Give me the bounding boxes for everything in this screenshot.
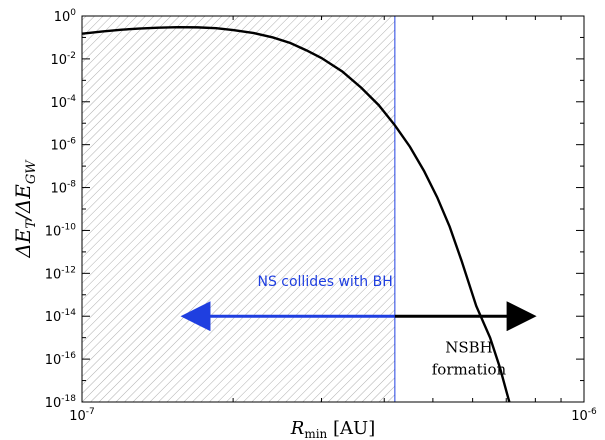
annotations: NS collides with BH NSBH formation (257, 274, 506, 378)
x-axis-label: Rmin [AU] (290, 418, 375, 440)
shaded-region (82, 16, 395, 402)
y-tick-labels: 100 10-2 10-4 10-6 10-8 10-10 10-12 10-14 10-16 1… (45, 8, 77, 411)
tick-marks (82, 15, 584, 403)
x-tick-labels: 10-7 10-6 (69, 407, 597, 424)
y-tick-label: 10-14 (45, 308, 77, 325)
annotation-formation: NSBH (445, 339, 493, 357)
y-tick-label: 10-4 (50, 94, 76, 111)
y-axis-label: ΔET/ΔEGW (11, 159, 39, 259)
annotation-formation: formation (432, 361, 507, 379)
y-tick-label: 100 (54, 8, 77, 25)
y-tick-label: 10-6 (50, 137, 76, 154)
y-tick-label: 10-16 (45, 351, 77, 368)
annotation-collide: NS collides with BH (257, 274, 392, 290)
y-tick-label: 10-12 (45, 265, 76, 282)
x-tick-label: 10-6 (571, 407, 597, 424)
y-tick-label: 10-10 (45, 222, 77, 239)
energy-ratio-curve (82, 26, 511, 402)
y-tick-label: 10-2 (50, 51, 76, 68)
y-tick-label: 10-8 (50, 180, 76, 197)
y-tick-label: 10-18 (45, 394, 77, 411)
x-tick-label: 10-7 (69, 407, 95, 424)
